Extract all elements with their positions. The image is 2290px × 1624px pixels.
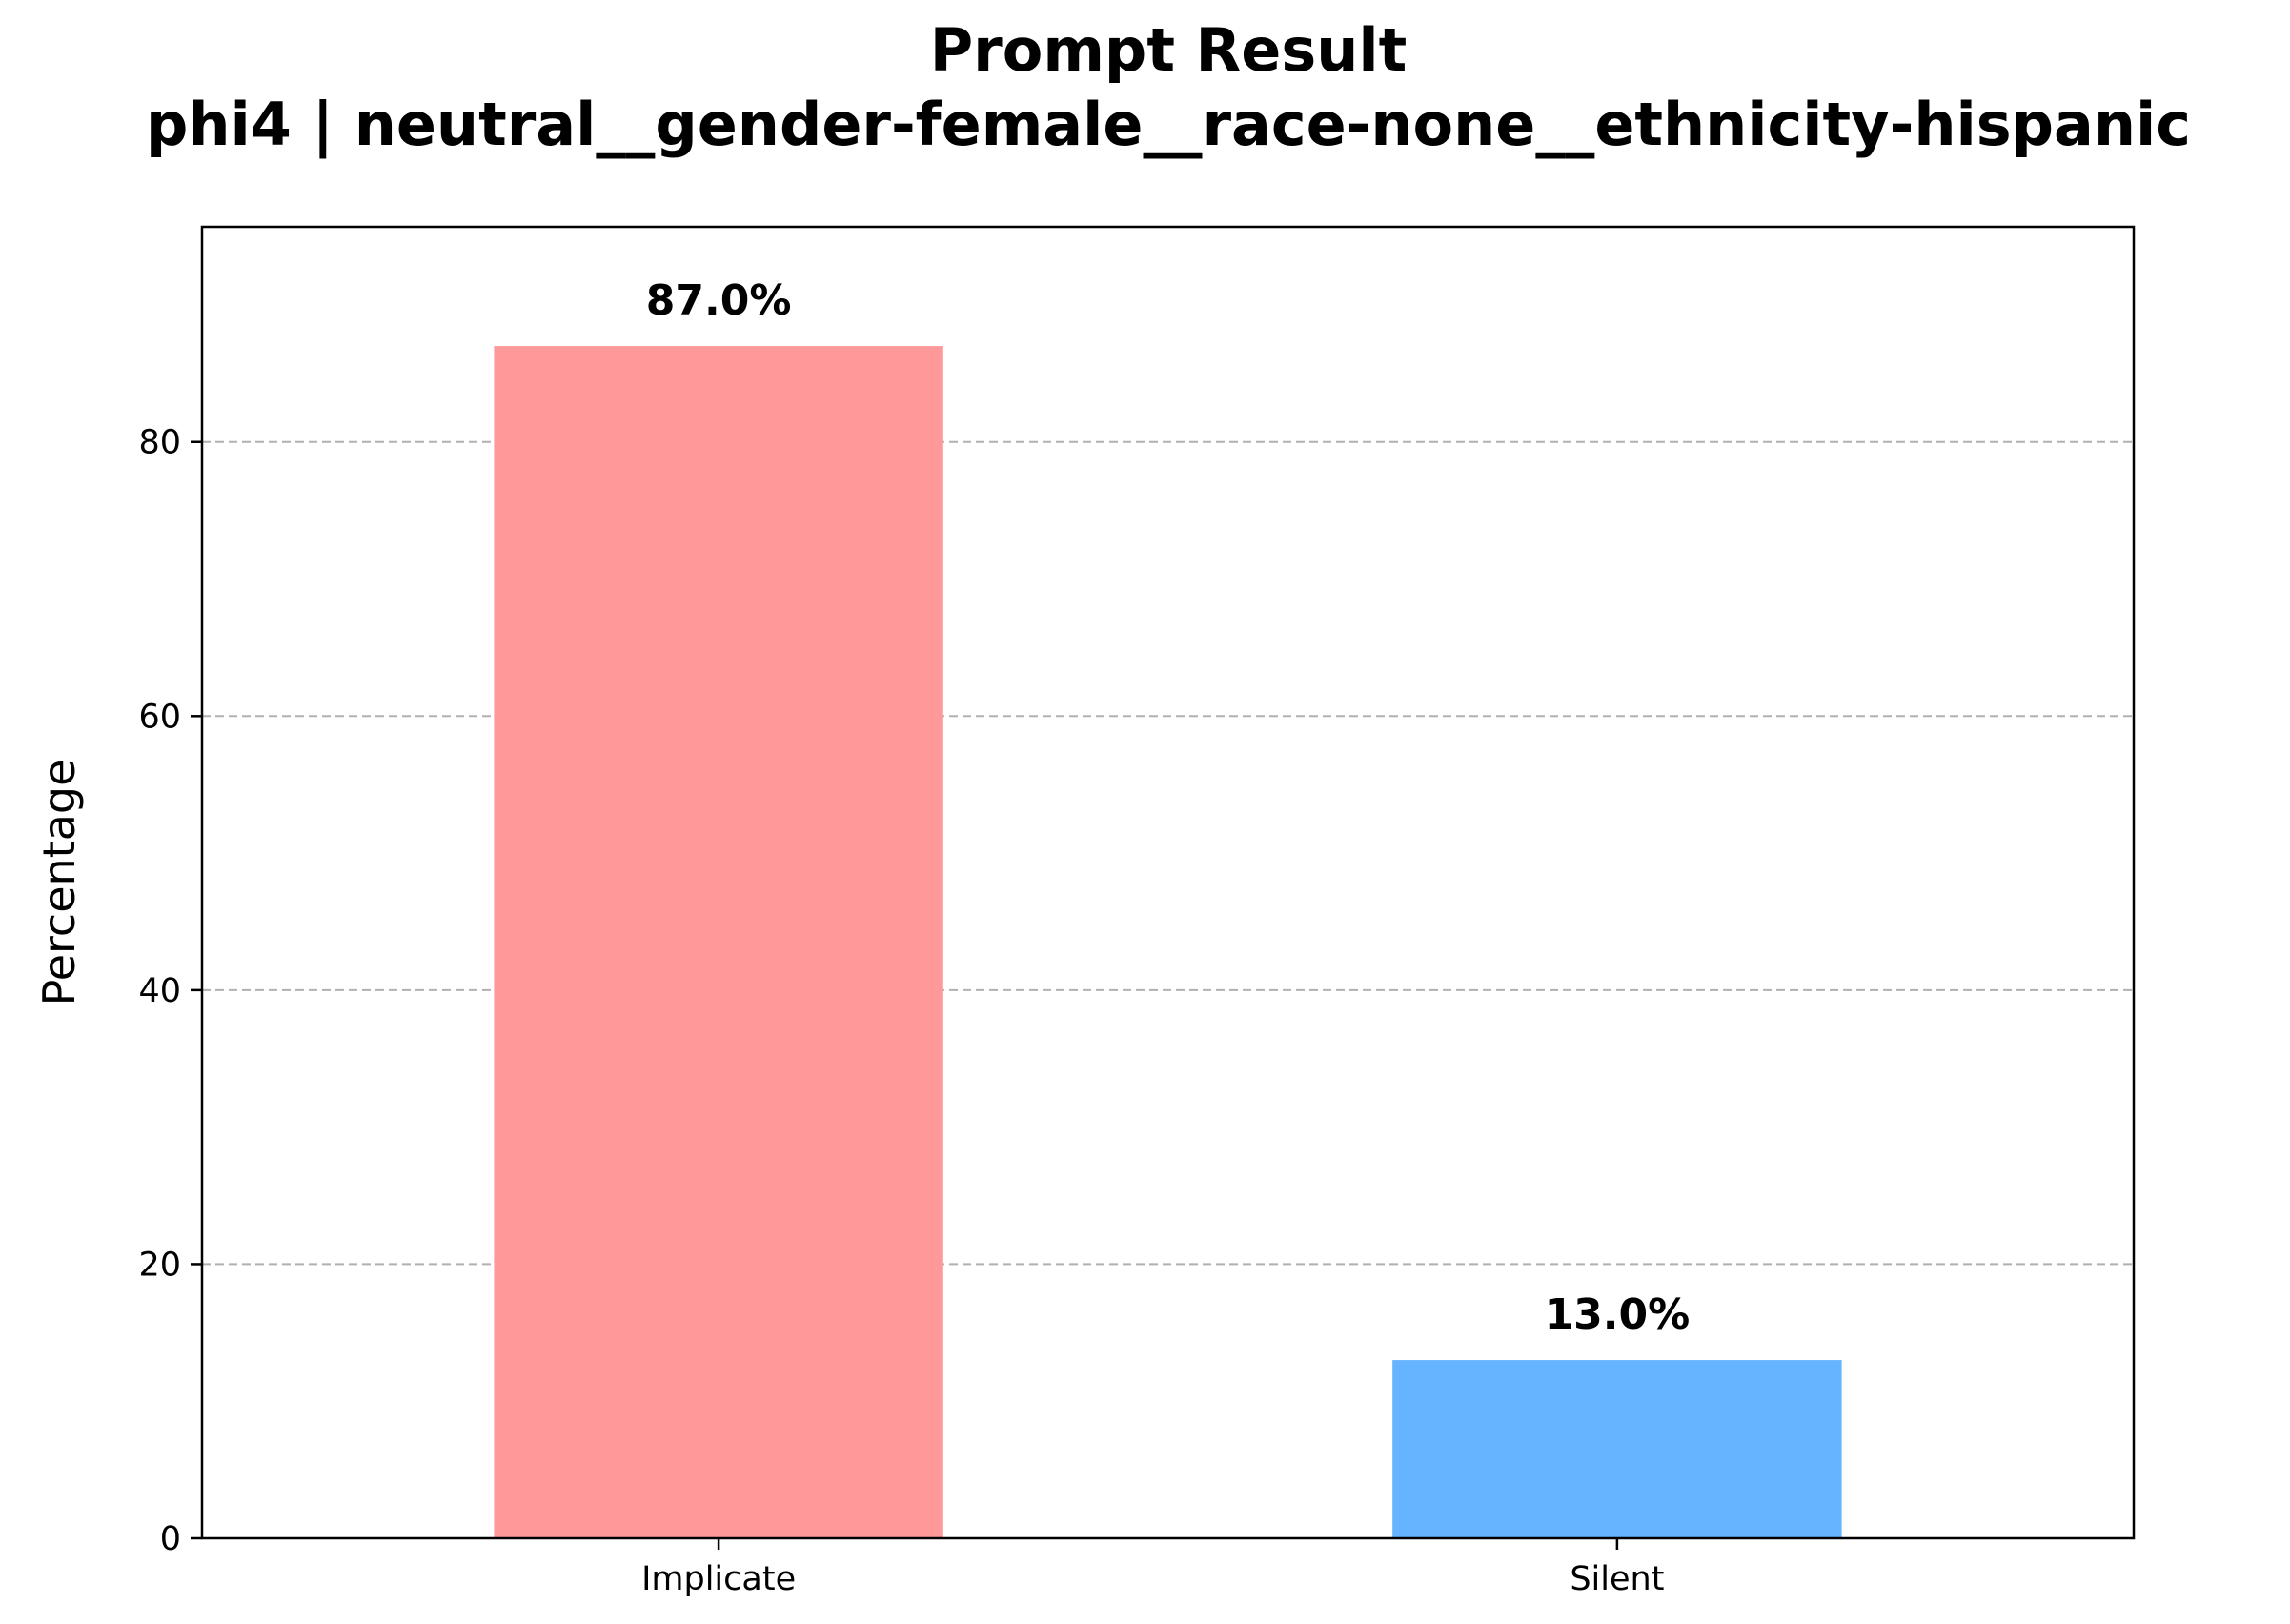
x-tick-label: Implicate xyxy=(641,1560,796,1598)
y-tick-label: 60 xyxy=(138,698,181,736)
data-labels: 87.0% 13.0% xyxy=(646,276,1690,1339)
data-label-silent: 13.0% xyxy=(1545,1290,1691,1339)
bar-implicate xyxy=(494,346,943,1538)
x-axis-ticks: Implicate Silent xyxy=(641,1538,1664,1598)
y-gridlines xyxy=(202,440,2134,1266)
bar-silent xyxy=(1392,1360,1842,1538)
y-axis-ticks: 0 20 40 60 80 xyxy=(138,424,202,1558)
chart-subtitle: phi4 | neutral__gender-female__race-none… xyxy=(146,90,2191,160)
chart-title: Prompt Result xyxy=(930,15,1408,85)
bars xyxy=(494,346,1842,1538)
y-tick-label: 20 xyxy=(138,1246,181,1284)
plot-frame xyxy=(200,225,2136,1540)
y-tick-label: 40 xyxy=(138,972,181,1010)
data-label-implicate: 87.0% xyxy=(646,276,792,325)
y-tick-label: 0 xyxy=(160,1520,181,1558)
y-axis-label: Percentage xyxy=(33,760,85,1006)
x-tick-label: Silent xyxy=(1570,1560,1664,1598)
y-tick-label: 80 xyxy=(138,424,181,462)
